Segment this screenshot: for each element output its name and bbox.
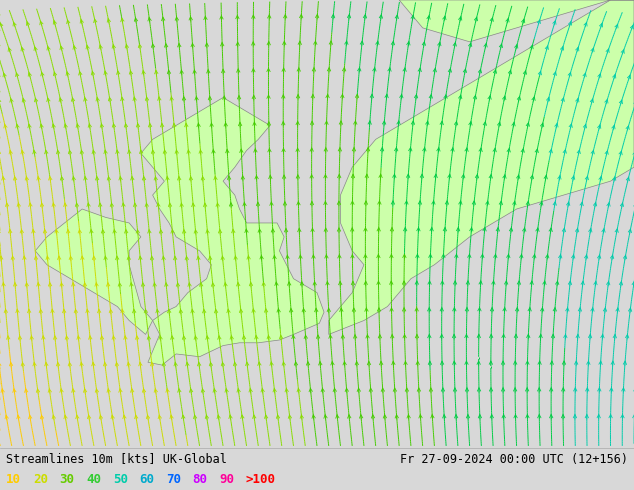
Text: Streamlines 10m [kts] UK-Global: Streamlines 10m [kts] UK-Global	[6, 453, 227, 466]
Text: 80: 80	[193, 472, 208, 486]
Text: 60: 60	[139, 472, 155, 486]
Text: 30: 30	[60, 472, 75, 486]
Polygon shape	[399, 0, 634, 42]
Polygon shape	[329, 0, 634, 335]
Text: 70: 70	[166, 472, 181, 486]
Polygon shape	[141, 98, 324, 365]
Text: 50: 50	[113, 472, 128, 486]
Text: 40: 40	[86, 472, 101, 486]
Polygon shape	[36, 209, 153, 335]
Text: Fr 27-09-2024 00:00 UTC (12+156): Fr 27-09-2024 00:00 UTC (12+156)	[399, 453, 628, 466]
Text: 90: 90	[219, 472, 235, 486]
Text: 20: 20	[33, 472, 48, 486]
Text: 10: 10	[6, 472, 22, 486]
Text: >100: >100	[246, 472, 276, 486]
